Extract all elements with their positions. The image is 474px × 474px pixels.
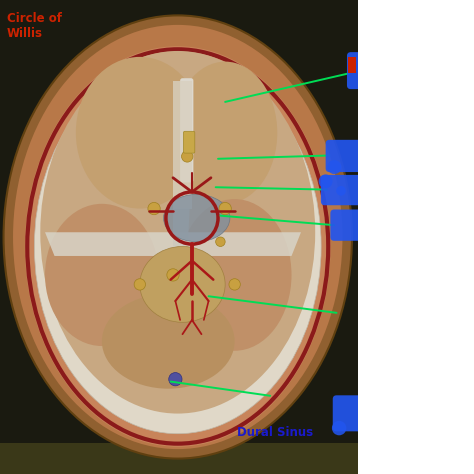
Ellipse shape — [140, 246, 225, 322]
Circle shape — [410, 160, 422, 172]
Circle shape — [361, 133, 377, 149]
Circle shape — [407, 136, 418, 146]
Circle shape — [409, 210, 420, 222]
Circle shape — [378, 397, 387, 407]
Circle shape — [404, 219, 417, 233]
Circle shape — [182, 151, 193, 162]
Circle shape — [169, 373, 182, 386]
Circle shape — [427, 77, 444, 94]
Circle shape — [362, 414, 375, 428]
Ellipse shape — [102, 294, 235, 389]
Ellipse shape — [164, 194, 230, 242]
Ellipse shape — [25, 46, 331, 447]
Circle shape — [397, 67, 413, 83]
FancyBboxPatch shape — [321, 175, 454, 205]
FancyBboxPatch shape — [180, 78, 193, 182]
Circle shape — [437, 65, 452, 81]
Circle shape — [394, 228, 402, 235]
Circle shape — [420, 188, 431, 199]
FancyBboxPatch shape — [183, 131, 195, 153]
FancyBboxPatch shape — [330, 210, 452, 241]
Circle shape — [366, 152, 375, 162]
Polygon shape — [173, 209, 190, 256]
Ellipse shape — [178, 199, 292, 351]
Circle shape — [415, 215, 428, 228]
Circle shape — [394, 232, 403, 241]
Circle shape — [374, 64, 383, 73]
Circle shape — [378, 228, 390, 240]
Ellipse shape — [76, 57, 204, 209]
Circle shape — [405, 188, 420, 203]
Circle shape — [393, 396, 407, 410]
Circle shape — [336, 186, 346, 196]
Bar — [0, 0, 358, 474]
Circle shape — [429, 419, 438, 427]
Circle shape — [414, 144, 429, 159]
Circle shape — [319, 174, 333, 188]
Polygon shape — [45, 232, 301, 256]
Ellipse shape — [40, 51, 315, 413]
Bar — [348, 57, 356, 73]
Circle shape — [401, 184, 417, 200]
Circle shape — [134, 279, 146, 290]
Circle shape — [148, 202, 160, 215]
Bar — [0, 443, 358, 474]
Bar — [358, 0, 474, 474]
Text: Dural Sinus: Dural Sinus — [237, 426, 313, 439]
FancyBboxPatch shape — [347, 52, 474, 89]
Text: Circle of
Willis: Circle of Willis — [7, 12, 62, 40]
Circle shape — [406, 196, 415, 206]
Circle shape — [327, 160, 341, 174]
Circle shape — [219, 202, 231, 215]
Ellipse shape — [13, 25, 342, 449]
Circle shape — [229, 279, 240, 290]
Ellipse shape — [4, 15, 352, 459]
Ellipse shape — [173, 62, 277, 204]
Circle shape — [438, 55, 447, 64]
Ellipse shape — [35, 59, 321, 434]
Circle shape — [332, 421, 346, 435]
Polygon shape — [173, 81, 192, 209]
Ellipse shape — [45, 204, 159, 346]
Circle shape — [167, 269, 179, 281]
FancyBboxPatch shape — [326, 140, 445, 172]
FancyBboxPatch shape — [333, 395, 454, 431]
Circle shape — [423, 53, 435, 64]
Circle shape — [383, 419, 395, 432]
Circle shape — [216, 237, 225, 246]
